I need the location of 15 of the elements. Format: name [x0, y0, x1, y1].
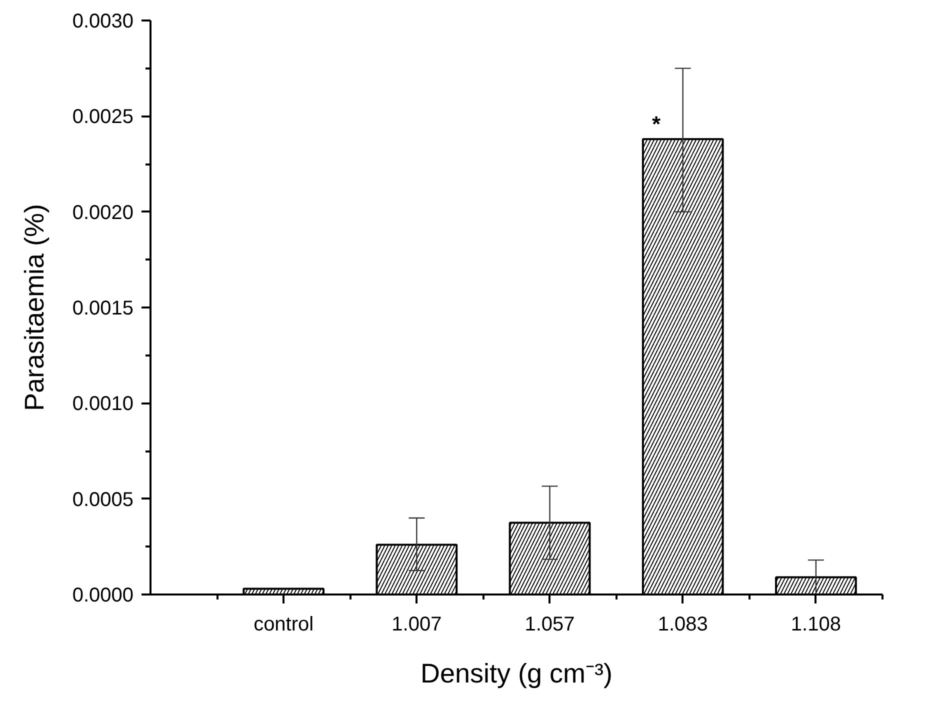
y-tick-label: 0.0005: [72, 488, 134, 511]
x-axis-title: Density (g cm⁻³): [420, 658, 613, 688]
y-tick-label: 0.0025: [72, 106, 134, 128]
y-tick-label: 0.0020: [72, 202, 134, 224]
x-tick-label: control: [254, 614, 314, 636]
x-tick-label: 1.007: [392, 614, 442, 636]
x-tick-label: 1.057: [524, 614, 575, 636]
y-tick-label: 0.0000: [72, 584, 134, 606]
x-tick-label: 1.108: [790, 614, 841, 636]
y-tick-label: 0.0015: [72, 298, 134, 320]
x-tick-label: 1.083: [658, 614, 708, 636]
annotation: *: [652, 111, 661, 136]
y-axis-title: Parasitaemia (%): [19, 204, 50, 412]
y-tick-label: 0.0010: [72, 393, 134, 416]
y-tick-label: 0.0030: [72, 10, 134, 32]
